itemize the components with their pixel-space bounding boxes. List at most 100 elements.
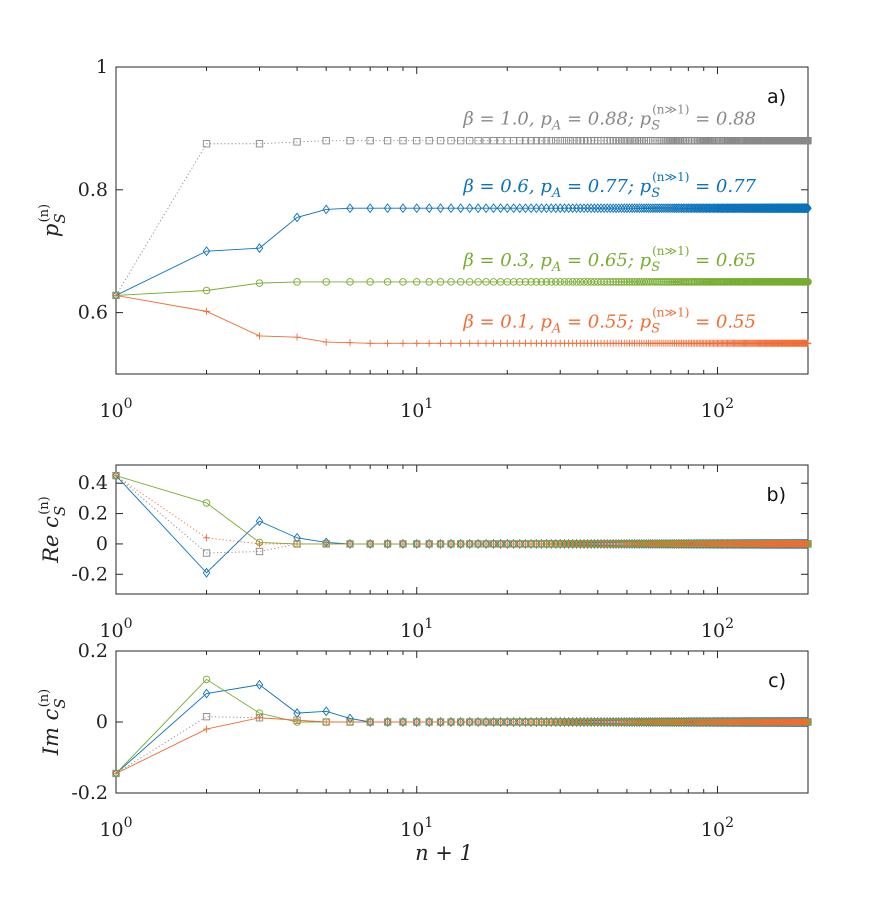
data-point (580, 278, 588, 286)
data-point (679, 203, 688, 214)
data-point (482, 718, 490, 726)
data-point (474, 339, 482, 347)
data-point (682, 203, 691, 214)
data-point (802, 203, 810, 214)
data-point (503, 717, 512, 727)
data-point (202, 688, 211, 699)
data-point (547, 137, 555, 145)
data-point (255, 332, 263, 340)
data-point (503, 339, 511, 347)
data-point (474, 203, 482, 214)
data-point (681, 203, 689, 214)
data-point (560, 278, 569, 286)
data-point (203, 725, 211, 733)
data-point (576, 137, 585, 145)
data-point (255, 714, 263, 722)
data-point (346, 540, 354, 548)
data-point (436, 137, 445, 145)
data-point (547, 278, 555, 286)
data-point (474, 540, 482, 548)
data-point (346, 137, 354, 145)
data-point (436, 717, 445, 727)
data-point (801, 203, 810, 214)
data-point (482, 540, 490, 548)
data-point (594, 538, 602, 549)
series-line (115, 140, 808, 296)
data-point (112, 470, 120, 481)
data-point (490, 540, 498, 548)
data-point (412, 538, 421, 549)
data-point (496, 203, 505, 214)
data-point (202, 549, 211, 557)
data-point (560, 137, 569, 145)
data-point (590, 538, 599, 549)
series-beta=0.6 (112, 470, 812, 578)
data-point (490, 339, 498, 347)
data-point (112, 290, 120, 301)
data-point (383, 137, 392, 145)
data-point (503, 540, 511, 548)
data-point (465, 717, 474, 727)
data-point (346, 203, 354, 214)
data-point (615, 278, 623, 286)
x-tick-label: 100 (99, 815, 132, 841)
data-point (603, 717, 612, 727)
x-tick-label: 101 (400, 616, 433, 642)
data-point (804, 137, 812, 145)
series-annotation: β = 1.0, pA = 0.88; pS(n≫1) = 0.88 (462, 103, 756, 134)
x-tick-label: 100 (99, 616, 132, 642)
data-point (665, 278, 673, 286)
data-point (413, 339, 421, 347)
data-point (322, 718, 330, 726)
data-point (600, 717, 608, 727)
data-point (202, 675, 211, 684)
data-point (509, 203, 518, 214)
data-point (503, 718, 511, 726)
panel-label: b) (767, 484, 786, 506)
data-point (542, 278, 551, 286)
data-point (638, 137, 646, 145)
series-line (115, 684, 808, 774)
data-point (587, 203, 595, 214)
data-point (202, 140, 211, 148)
y-tick-label: 0.2 (78, 640, 108, 662)
data-point (580, 203, 588, 214)
data-point (456, 717, 465, 727)
series-beta=1.0 (112, 137, 812, 300)
y-tick-label: 0.8 (78, 179, 108, 201)
data-point (603, 538, 612, 549)
data-point (255, 516, 264, 527)
y-tick-label: -0.2 (71, 563, 108, 585)
data-point (255, 679, 264, 690)
data-point (456, 538, 465, 549)
data-point (587, 538, 595, 549)
data-point (617, 278, 626, 286)
data-point (510, 540, 518, 548)
data-point (255, 547, 264, 556)
data-point (293, 212, 301, 223)
data-point (667, 278, 675, 286)
data-point (497, 718, 505, 726)
data-point (496, 717, 505, 727)
data-point (437, 718, 445, 726)
data-point (346, 538, 354, 549)
data-point (457, 540, 465, 548)
data-point (322, 338, 330, 346)
data-point (657, 278, 665, 286)
data-point (447, 540, 455, 548)
data-point (565, 137, 573, 145)
data-point (425, 540, 433, 548)
data-point (322, 204, 330, 215)
data-point (572, 137, 581, 145)
data-point (346, 718, 354, 726)
data-point (569, 137, 577, 145)
data-point (580, 717, 588, 727)
data-point (202, 246, 211, 257)
data-point (293, 138, 301, 146)
data-point (580, 538, 588, 549)
data-point (537, 203, 546, 214)
data-point (346, 278, 354, 286)
data-point (399, 718, 407, 726)
panel-label: c) (768, 670, 786, 692)
